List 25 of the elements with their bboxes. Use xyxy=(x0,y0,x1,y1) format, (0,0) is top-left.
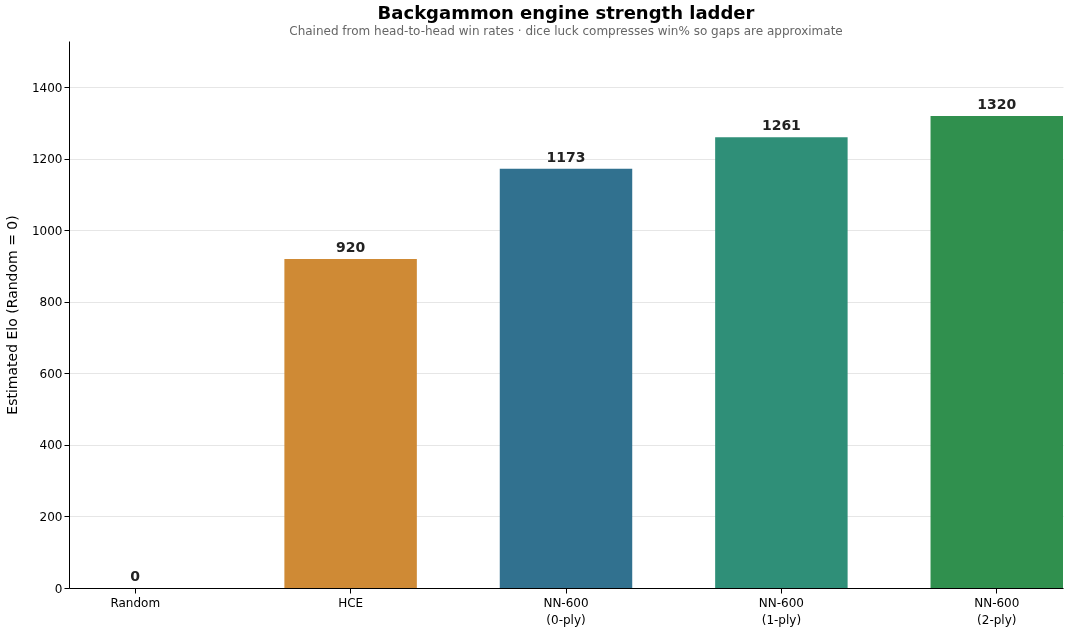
bar xyxy=(715,137,848,588)
y-tick-label: 400 xyxy=(39,438,63,453)
data-label: 0 xyxy=(130,568,141,584)
bar xyxy=(284,259,417,588)
bar xyxy=(499,168,633,588)
x-tick-label: NN-600 (2-ply) xyxy=(974,595,1020,627)
x-tick-label: Random xyxy=(110,595,161,610)
data-label: 1320 xyxy=(977,96,1017,113)
data-label: 1173 xyxy=(546,148,586,165)
x-tick-label: HCE xyxy=(338,595,364,610)
bar xyxy=(930,116,1063,588)
chart-subtitle: Chained from head-to-head win rates · dice luck compresses win% so gaps are approximate xyxy=(289,24,843,38)
y-axis-title: Estimated Elo (Random = 0) xyxy=(3,215,20,415)
y-tick-label: 0 xyxy=(54,581,63,596)
data-label: 1261 xyxy=(761,117,801,134)
y-tick-label: 200 xyxy=(39,510,63,524)
data-label: 920 xyxy=(336,239,366,256)
x-tick-label: NN-600 (1-ply) xyxy=(758,595,804,627)
y-tick-label: 1200 xyxy=(31,152,63,167)
chart-title: Backgammon engine strength ladder xyxy=(377,2,755,23)
y-tick-label: 600 xyxy=(39,366,63,381)
y-tick-label: 1400 xyxy=(31,80,63,95)
y-tick-label: 1000 xyxy=(31,223,63,238)
x-tick-label: NN-600 (0-ply) xyxy=(543,595,589,627)
y-tick-label: 800 xyxy=(39,295,63,310)
